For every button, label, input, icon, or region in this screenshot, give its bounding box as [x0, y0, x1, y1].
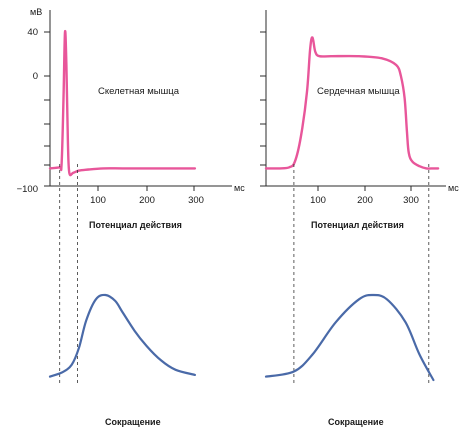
skeletal-y-unit: мВ: [30, 7, 42, 17]
cardiac-x-tick-label-200: 200: [357, 195, 373, 206]
skeletal-y-tick-label-0: 0: [33, 71, 38, 82]
skeletal-x-tick-label-200: 200: [139, 195, 155, 206]
cardiac-contraction-curve: [264, 293, 435, 382]
skeletal-action-potential-curve: [48, 29, 197, 177]
cardiac-caption-contraction: Сокращение: [328, 417, 384, 427]
cardiac-caption-action-potential: Потенциал действия: [311, 220, 404, 230]
skeletal-caption-action-potential: Потенциал действия: [89, 220, 182, 230]
skeletal-x-unit: мс: [234, 183, 245, 193]
skeletal-x-tick-label-100: 100: [90, 195, 106, 206]
skeletal-panel-label: Скелетная мышца: [98, 86, 180, 97]
skeletal-y-tick-label-minus100: −100: [17, 184, 38, 195]
cardiac-panel: 100 200 300 мс Сердечная мышца Потенциал…: [260, 10, 459, 427]
skeletal-panel: мВ 40 0 −100 100 200 300 мс Скелетная мы…: [17, 7, 246, 427]
skeletal-x-tick-label-300: 300: [188, 195, 204, 206]
skeletal-contraction-curve: [48, 293, 196, 378]
cardiac-panel-label: Сердечная мышца: [317, 86, 400, 97]
skeletal-y-tick-label-40: 40: [27, 27, 38, 38]
cardiac-x-tick-label-100: 100: [310, 195, 326, 206]
cardiac-action-potential-curve: [264, 36, 440, 170]
skeletal-caption-contraction: Сокращение: [105, 417, 161, 427]
cardiac-x-tick-label-300: 300: [403, 195, 419, 206]
cardiac-x-unit: мс: [448, 183, 459, 193]
